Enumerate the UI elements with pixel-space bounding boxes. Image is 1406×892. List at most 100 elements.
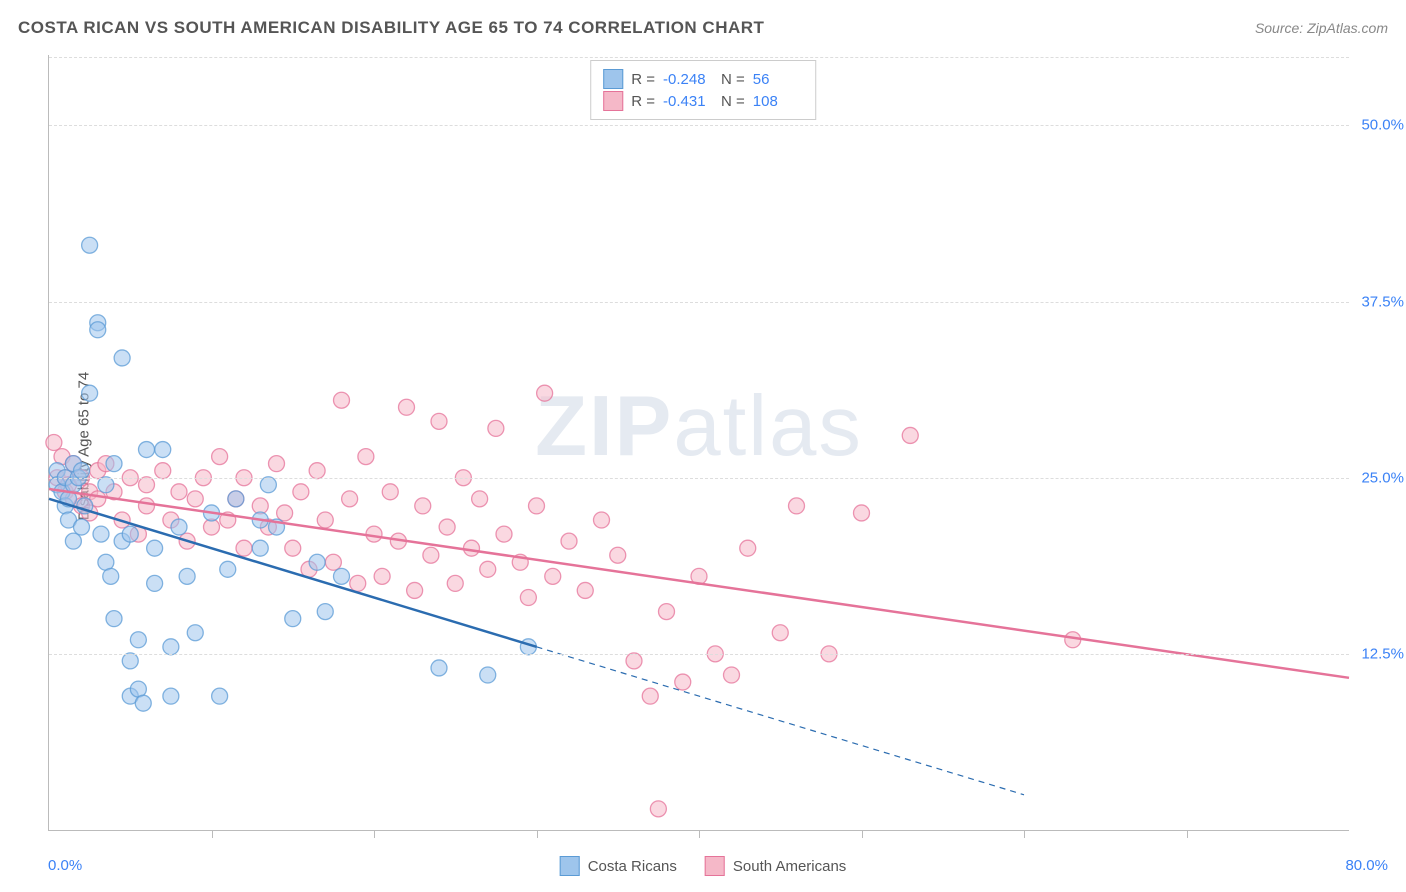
scatter-point [46,435,62,451]
gridline-h [49,57,1349,58]
scatter-point [902,427,918,443]
scatter-point [334,392,350,408]
scatter-point [480,561,496,577]
scatter-point [366,526,382,542]
stat-r-label-2: R = [631,93,655,110]
scatter-point [122,653,138,669]
scatter-point [171,519,187,535]
stat-n-label: N = [721,71,745,88]
gridline-h [49,478,1349,479]
scatter-point [65,533,81,549]
scatter-point [74,463,90,479]
scatter-point [447,575,463,591]
scatter-point [626,653,642,669]
scatter-point [139,442,155,458]
x-tick [537,830,538,838]
scatter-point [187,491,203,507]
x-axis-min-label: 0.0% [48,857,82,874]
scatter-point [260,477,276,493]
chart-title: COSTA RICAN VS SOUTH AMERICAN DISABILITY… [18,18,764,38]
scatter-point [1065,632,1081,648]
scatter-point [772,625,788,641]
scatter-point [135,695,151,711]
stat-r-1: -0.248 [663,71,713,88]
scatter-point [854,505,870,521]
scatter-point [130,632,146,648]
y-tick-label: 25.0% [1354,469,1404,486]
scatter-point [407,582,423,598]
scatter-point [439,519,455,535]
scatter-point [293,484,309,500]
y-tick-label: 37.5% [1354,293,1404,310]
scatter-point [520,590,536,606]
scatter-point [285,540,301,556]
scatter-point [139,477,155,493]
scatter-point [187,625,203,641]
scatter-point [103,568,119,584]
scatter-point [163,688,179,704]
stat-n-2: 108 [753,93,803,110]
scatter-point [374,568,390,584]
scatter-point [431,660,447,676]
legend-swatch-2 [705,856,725,876]
scatter-point [171,484,187,500]
scatter-point [114,350,130,366]
scatter-point [594,512,610,528]
chart-svg [49,55,1349,830]
y-tick-label: 12.5% [1354,645,1404,662]
legend-item-1: Costa Ricans [560,856,677,876]
gridline-h [49,654,1349,655]
scatter-point [285,611,301,627]
scatter-point [334,568,350,584]
scatter-point [561,533,577,549]
scatter-point [545,568,561,584]
x-tick [1024,830,1025,838]
x-tick [212,830,213,838]
legend-label-1: Costa Ricans [588,858,677,875]
trend-line [49,489,1349,678]
gridline-h [49,125,1349,126]
scatter-point [415,498,431,514]
legend-label-2: South Americans [733,858,846,875]
scatter-point [325,554,341,570]
x-tick [862,830,863,838]
swatch-series-1 [603,69,623,89]
scatter-point [382,484,398,500]
y-tick-label: 50.0% [1354,117,1404,134]
scatter-point [529,498,545,514]
scatter-point [90,322,106,338]
stats-box: R = -0.248 N = 56 R = -0.431 N = 108 [590,60,816,120]
plot-area: ZIPatlas 12.5%25.0%37.5%50.0% [48,55,1349,831]
scatter-point [236,540,252,556]
stats-row-2: R = -0.431 N = 108 [603,91,803,111]
stat-r-2: -0.431 [663,93,713,110]
scatter-point [106,456,122,472]
scatter-point [252,540,268,556]
scatter-point [724,667,740,683]
scatter-point [740,540,756,556]
scatter-point [74,519,90,535]
scatter-point [642,688,658,704]
scatter-point [147,575,163,591]
scatter-point [342,491,358,507]
scatter-point [179,568,195,584]
scatter-point [277,505,293,521]
scatter-point [659,604,675,620]
stat-r-label: R = [631,71,655,88]
scatter-point [480,667,496,683]
scatter-point [431,413,447,429]
scatter-point [610,547,626,563]
x-tick [1187,830,1188,838]
legend-item-2: South Americans [705,856,846,876]
scatter-point [789,498,805,514]
scatter-point [212,688,228,704]
scatter-point [309,554,325,570]
scatter-point [269,456,285,472]
scatter-point [122,526,138,542]
scatter-point [675,674,691,690]
scatter-point [93,526,109,542]
scatter-point [577,582,593,598]
scatter-point [317,604,333,620]
x-tick [699,830,700,838]
legend-bottom: Costa Ricans South Americans [560,856,847,876]
